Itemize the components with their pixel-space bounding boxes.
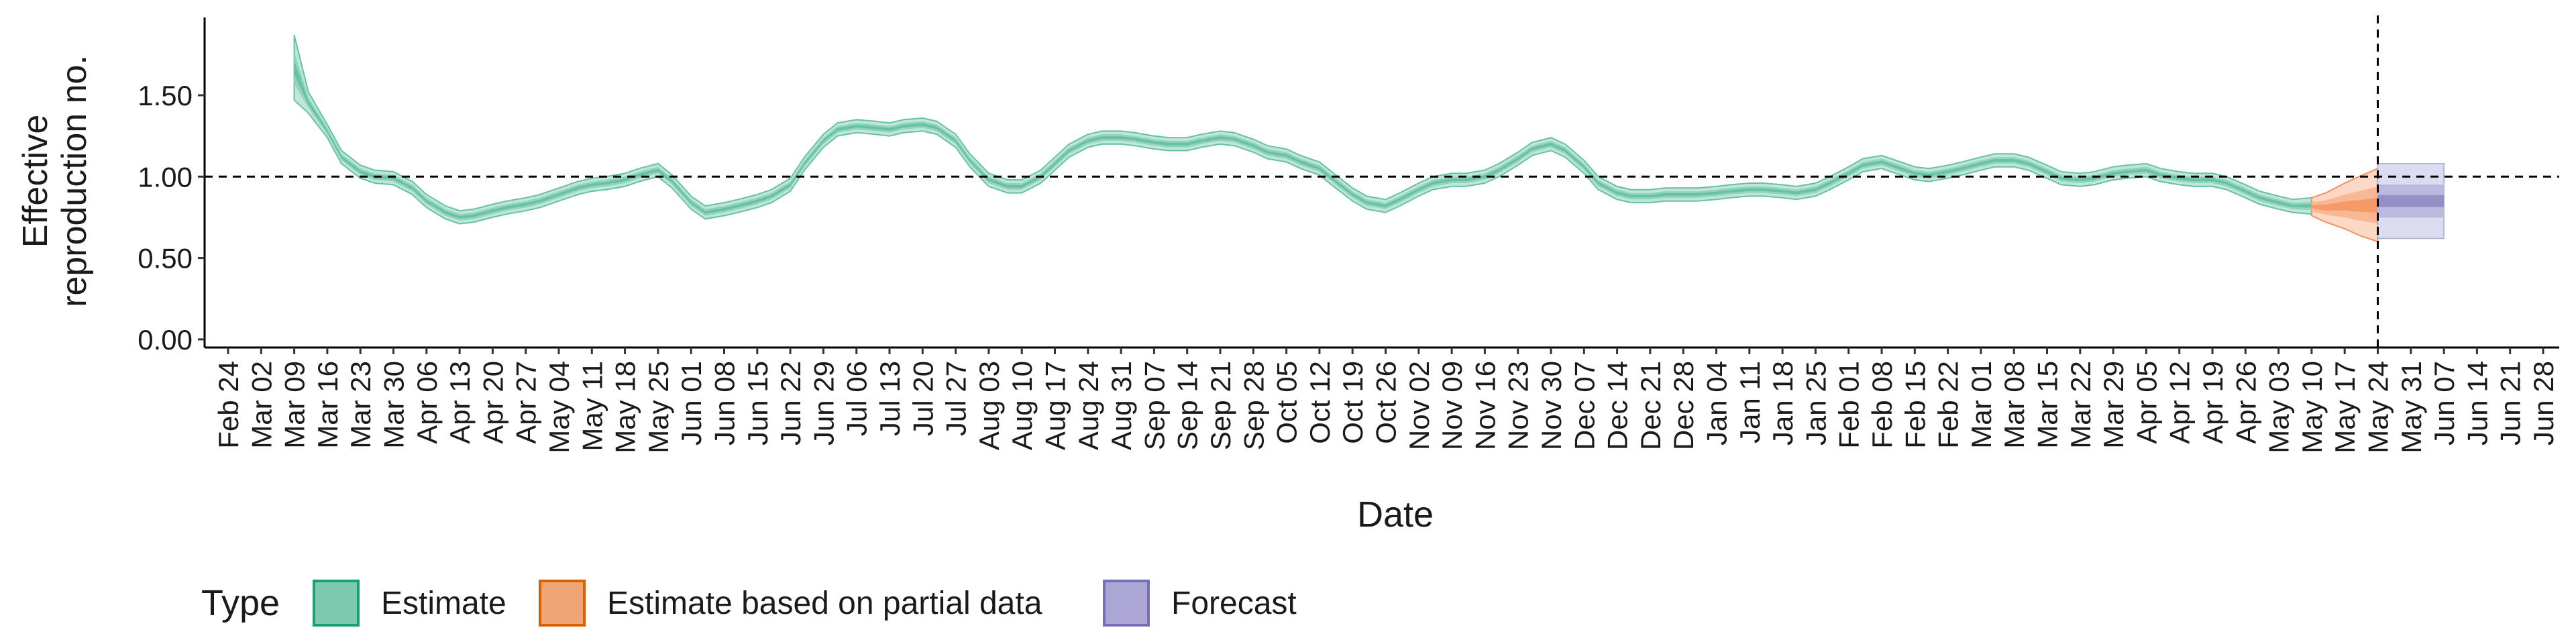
x-tick-label: Mar 02 [246,361,277,449]
x-tick-label: May 25 [643,361,674,453]
x-tick-label: Dec 14 [1602,361,1633,450]
x-tick-label: Oct 05 [1271,361,1303,444]
x-tick-label: Jan 04 [1701,361,1733,445]
x-tick-label: Oct 12 [1304,361,1336,444]
x-tick-label: May 03 [2263,361,2295,453]
x-tick-label: Mar 08 [1998,361,2030,449]
legend-label-1: Estimate based on partial data [607,586,1042,621]
x-tick-label: May 18 [610,361,641,453]
x-tick-label: Apr 20 [477,361,508,444]
forecast-band-inner [2377,195,2445,207]
x-tick-label: May 04 [543,361,575,453]
x-tick-label: Jun 22 [775,361,806,445]
x-tick-label: Jul 06 [841,361,873,436]
x-tick-label: Jan 18 [1767,361,1799,445]
x-tick-label: Jun 08 [709,361,741,445]
axis-titles: Effective reproduction no. Date [16,55,1434,535]
x-tick-label: Nov 30 [1536,361,1567,450]
x-tick-label: Dec 07 [1568,361,1600,450]
x-tick-label: Sep 07 [1138,361,1170,450]
x-axis-title: Date [1357,494,1434,535]
x-tick-label: Mar 16 [312,361,343,449]
x-tick-label: Mar 15 [2032,361,2063,449]
legend-label-0: Estimate [381,586,506,621]
x-tick-label: Apr 06 [411,361,443,444]
x-tick-label: Jan 25 [1800,361,1831,445]
x-tick-label: Dec 28 [1668,361,1699,450]
x-tick-label: May 17 [2329,361,2361,453]
x-tick-label: May 24 [2363,361,2394,453]
x-tick-label: Oct 26 [1371,361,1402,444]
x-tick-label: Jun 01 [676,361,707,445]
x-tick-label: Jul 27 [941,361,972,436]
y-tick-label: 1.00 [138,161,193,193]
x-tick-label: Feb 22 [1933,361,1964,449]
x-tick-label: Apr 05 [2131,361,2162,444]
x-tick-label: Jun 28 [2528,361,2559,445]
x-tick-label: Nov 09 [1436,361,1468,450]
x-tick-label: Mar 23 [345,361,376,449]
x-tick-label: Jun 21 [2495,361,2526,445]
x-tick-label: Sep 21 [1205,361,1236,450]
x-tick-label: Feb 08 [1866,361,1898,449]
x-tick-label: May 10 [2296,361,2328,453]
y-tick-label: 0.00 [138,324,193,356]
y-tick-label: 1.50 [138,80,193,111]
tick-labels: 0.00 0.50 1.00 1.50 Feb 24 Mar 02 Mar 09 Mar 16… [138,80,2559,453]
x-tick-label: Nov 23 [1503,361,1534,450]
reference-lines [205,15,2559,347]
legend-title: Type [201,583,280,623]
x-tick-label: Apr 26 [2230,361,2261,444]
y-axis-title-line1: Effective [16,115,55,248]
estimate-band-outer [293,35,2312,225]
x-tick-label: Aug 10 [1006,361,1038,450]
x-tick-label: Mar 09 [279,361,311,449]
axes [198,17,2559,354]
x-tick-label: Apr 27 [511,361,542,444]
legend: Type Estimate Estimate based on partial da… [201,580,1297,627]
x-tick-label: Feb 24 [213,361,244,449]
series-bands [293,35,2445,243]
x-tick-label: Mar 29 [2098,361,2129,449]
x-tick-label: Apr 19 [2197,361,2229,444]
x-tick-label: May 11 [576,361,608,451]
x-tick-label: Oct 19 [1337,361,1368,444]
x-tick-label: Mar 01 [1966,361,1997,449]
y-axis-title-line2: reproduction no. [55,55,94,307]
x-tick-label: Jul 20 [907,361,938,436]
x-tick-label: Aug 31 [1106,361,1137,450]
x-tick-label: Jul 13 [874,361,906,436]
x-tick-label: May 31 [2396,361,2427,453]
estimate-band-inner [294,61,2312,219]
x-tick-label: Mar 30 [378,361,410,449]
legend-key-2 [1103,580,1150,627]
x-tick-label: Feb 15 [1899,361,1931,449]
x-tick-label: Jun 29 [808,361,839,445]
x-tick-label: Jun 15 [742,361,773,445]
y-tick-label: 0.50 [138,243,193,274]
x-tick-label: Aug 03 [973,361,1005,450]
x-tick-label: Feb 01 [1833,361,1865,449]
x-tick-label: Sep 28 [1238,361,1269,450]
x-tick-label: Sep 14 [1172,361,1203,450]
legend-key-1 [539,580,586,627]
legend-label-2: Forecast [1171,586,1297,621]
x-tick-label: Mar 22 [2065,361,2096,449]
x-tick-label: Apr 13 [444,361,476,444]
partial-band-inner [2311,197,2378,213]
x-tick-label: Jan 11 [1734,361,1766,443]
x-tick-label: Nov 16 [1469,361,1501,450]
x-tick-label: Nov 02 [1403,361,1435,450]
x-tick-label: Aug 17 [1040,361,1071,450]
x-tick-label: Apr 12 [2164,361,2196,444]
x-tick-label: Jun 07 [2428,361,2460,445]
x-tick-label: Dec 21 [1635,361,1666,450]
x-tick-label: Jun 14 [2461,361,2493,445]
x-tick-label: Aug 24 [1073,361,1104,450]
estimate-band-mid [294,51,2312,221]
legend-key-0 [313,580,360,627]
